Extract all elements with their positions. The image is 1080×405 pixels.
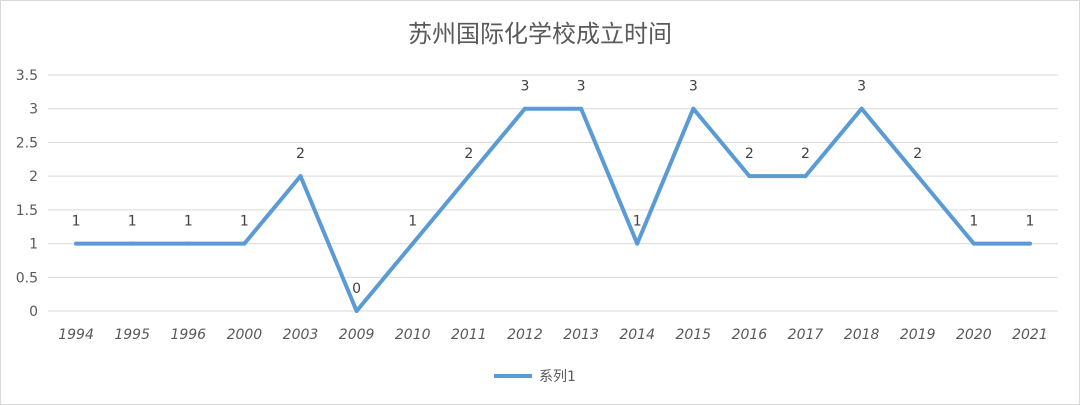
data-label: 2 bbox=[801, 146, 810, 162]
data-label: 1 bbox=[1025, 214, 1034, 230]
data-label: 1 bbox=[408, 214, 417, 230]
y-tick-label: 3.5 bbox=[16, 68, 38, 84]
x-tick-label: 2013 bbox=[563, 327, 599, 343]
y-tick-label: 0 bbox=[29, 304, 38, 320]
x-tick-label: 2014 bbox=[619, 327, 655, 343]
data-label: 3 bbox=[520, 79, 529, 95]
data-label: 1 bbox=[184, 214, 193, 230]
data-point bbox=[74, 241, 79, 246]
data-point bbox=[242, 241, 247, 246]
x-tick-label: 2021 bbox=[1012, 327, 1048, 343]
x-tick-label: 2010 bbox=[395, 327, 431, 343]
data-point bbox=[130, 241, 135, 246]
x-tick-label: 2016 bbox=[732, 327, 768, 343]
data-point bbox=[298, 174, 303, 179]
y-axis-ticks: 0 0.5 1 1.5 2 2.5 3 3.5 bbox=[16, 68, 38, 320]
data-label: 2 bbox=[296, 146, 305, 162]
x-tick-label: 2017 bbox=[788, 327, 824, 343]
data-label: 1 bbox=[969, 214, 978, 230]
data-label: 1 bbox=[128, 214, 137, 230]
y-tick-label: 1 bbox=[29, 237, 38, 253]
series-line-1 bbox=[74, 106, 1032, 313]
x-tick-label: 2012 bbox=[507, 327, 543, 343]
data-point bbox=[915, 174, 920, 179]
x-tick-label: 1996 bbox=[170, 327, 206, 343]
x-tick-label: 2018 bbox=[844, 327, 880, 343]
data-label: 1 bbox=[633, 214, 642, 230]
data-label: 3 bbox=[689, 79, 698, 95]
chart-title: 苏州国际化学校成立时间 bbox=[408, 20, 672, 48]
y-tick-label: 3 bbox=[29, 102, 38, 118]
x-tick-label: 2019 bbox=[900, 327, 936, 343]
data-point bbox=[579, 106, 584, 111]
data-label: 2 bbox=[745, 146, 754, 162]
data-label: 2 bbox=[913, 146, 922, 162]
legend-label-series-1: 系列1 bbox=[539, 369, 576, 385]
data-point bbox=[635, 241, 640, 246]
data-point bbox=[466, 174, 471, 179]
data-label: 3 bbox=[857, 79, 866, 95]
data-point bbox=[803, 174, 808, 179]
data-label: 1 bbox=[72, 214, 81, 230]
data-labels: 1 1 1 1 2 0 1 2 3 3 1 3 2 2 3 2 1 1 bbox=[72, 79, 1035, 297]
data-point bbox=[1027, 241, 1032, 246]
x-axis-ticks: 1994 1995 1996 2000 2003 2009 2010 2011 2012 2013… bbox=[58, 327, 1048, 343]
x-tick-label: 2020 bbox=[956, 327, 992, 343]
x-tick-label: 2009 bbox=[339, 327, 375, 343]
x-tick-label: 2003 bbox=[283, 327, 319, 343]
x-tick-label: 1994 bbox=[58, 327, 94, 343]
data-point bbox=[859, 106, 864, 111]
series-layer bbox=[74, 106, 1032, 313]
data-label: 3 bbox=[577, 79, 586, 95]
x-tick-label: 2015 bbox=[675, 327, 711, 343]
y-tick-label: 2 bbox=[29, 169, 38, 185]
data-point bbox=[186, 241, 191, 246]
x-tick-label: 1995 bbox=[114, 327, 150, 343]
x-tick-label: 2011 bbox=[451, 327, 487, 343]
data-point bbox=[354, 309, 359, 313]
data-point bbox=[691, 106, 696, 111]
data-point bbox=[522, 106, 527, 111]
x-tick-label: 2000 bbox=[227, 327, 263, 343]
data-point bbox=[410, 241, 415, 246]
data-point bbox=[971, 241, 976, 246]
data-point bbox=[747, 174, 752, 179]
data-label: 1 bbox=[240, 214, 249, 230]
y-tick-label: 2.5 bbox=[16, 135, 38, 151]
y-tick-label: 0.5 bbox=[16, 270, 38, 286]
y-tick-label: 1.5 bbox=[16, 203, 38, 219]
data-label: 2 bbox=[464, 146, 473, 162]
legend[interactable]: 系列1 bbox=[494, 369, 576, 385]
data-label: 0 bbox=[352, 281, 361, 297]
